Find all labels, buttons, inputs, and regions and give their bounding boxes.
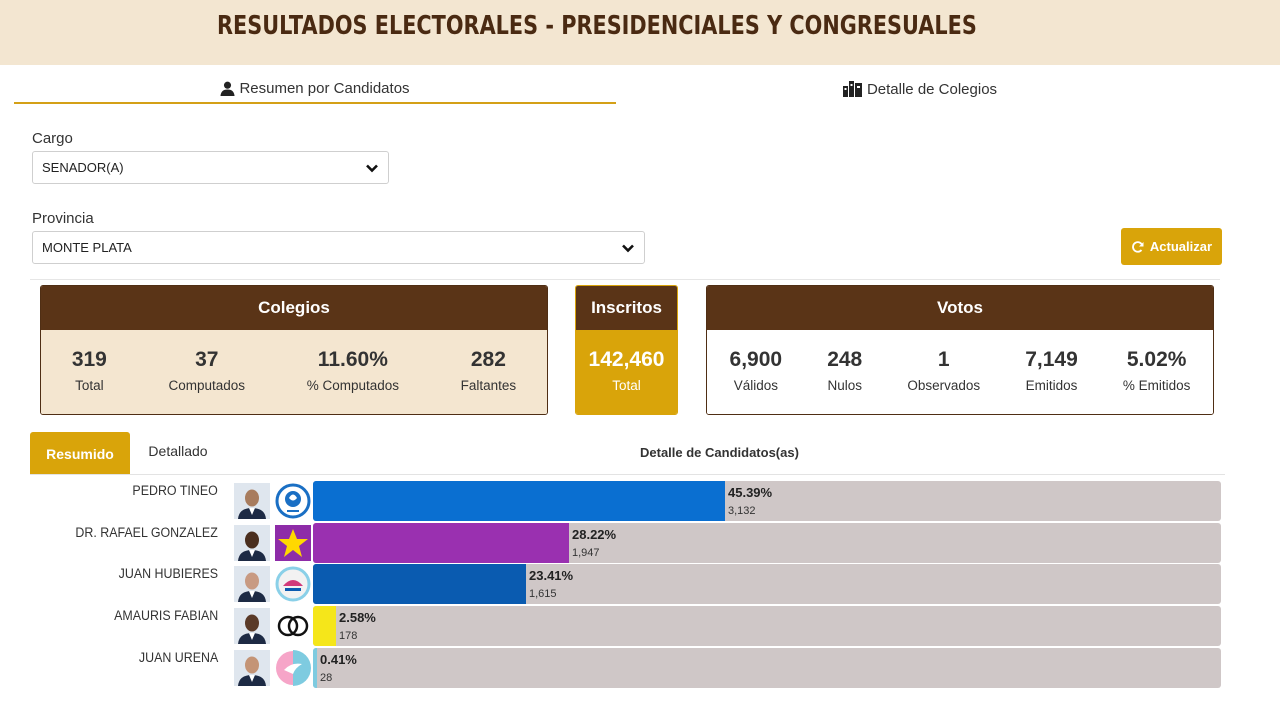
tab-resumido[interactable]: Resumido: [30, 432, 130, 475]
cargo-select[interactable]: SENADOR(A): [32, 151, 389, 184]
star-party-logo-icon: [275, 525, 311, 561]
chevron-down-icon: [366, 164, 378, 173]
user-icon: [220, 81, 235, 96]
candidate-photo: [234, 608, 270, 644]
actualizar-button[interactable]: Actualizar: [1121, 228, 1222, 265]
candidate-photo: [234, 566, 270, 602]
cargo-value: SENADOR(A): [42, 160, 124, 175]
candidate-photo: [234, 650, 270, 686]
result-bar-fill: [313, 606, 336, 646]
tab-label: Detalle de Colegios: [866, 80, 998, 98]
colegios-computados: 37 Computados: [168, 348, 246, 393]
candidate-votes: 178: [339, 630, 358, 642]
candidate-name: JUAN HUBIERES: [118, 566, 218, 581]
result-bar-fill: [313, 481, 725, 521]
votos-validos: 6,900 Válidos: [729, 348, 783, 393]
result-bar-track: [313, 648, 1221, 688]
refresh-icon: [1132, 240, 1144, 253]
candidate-votes: 1,615: [529, 588, 557, 600]
candidate-votes: 3,132: [728, 505, 756, 517]
tab-resumen-por-candidatos[interactable]: Resumen por Candidatos: [14, 74, 616, 104]
page-title: RESULTADOS ELECTORALES - PRESIDENCIALES …: [217, 11, 977, 41]
candidate-name: AMAURIS FABIAN: [113, 608, 218, 623]
actualizar-label: Actualizar: [1149, 239, 1213, 254]
votos-card: Votos 6,900 Válidos 248 Nulos 1 Observados …: [706, 285, 1214, 415]
candidate-row: JUAN URENA 0.41% 28: [0, 648, 1280, 688]
colegios-title: Colegios: [41, 286, 547, 330]
candidate-photo: [234, 483, 270, 519]
chevron-down-icon: [622, 244, 634, 253]
candidate-percent: 0.41%: [320, 652, 357, 667]
provincia-value: MONTE PLATA: [42, 240, 132, 255]
dove-party-logo-icon: [275, 650, 311, 686]
votos-title: Votos: [707, 286, 1213, 330]
candidate-votes: 28: [320, 672, 333, 684]
rings-party-logo-icon: [275, 608, 311, 644]
candidate-row: DR. RAFAEL GONZALEZ 28.22% 1,947: [0, 523, 1280, 563]
candidate-percent: 28.22%: [572, 527, 617, 542]
candidate-name: DR. RAFAEL GONZALEZ: [75, 525, 218, 540]
tab-detalle-de-colegios[interactable]: Detalle de Colegios: [620, 74, 1220, 104]
tab-detallado[interactable]: Detallado: [148, 443, 208, 459]
result-bar-track: [313, 564, 1221, 604]
colegios-faltantes: 282 Faltantes: [460, 348, 517, 393]
result-bar-fill: [313, 523, 569, 563]
result-bar-track: [313, 523, 1221, 563]
colegios-pct-computados: 11.60%% Computados: [306, 348, 399, 393]
provincia-label: Provincia: [32, 210, 94, 227]
candidate-row: AMAURIS FABIAN 2.58% 178: [0, 606, 1280, 646]
inscritos-card: Inscritos 142,460 Total: [575, 285, 678, 415]
building-icon: [842, 81, 862, 97]
inscritos-title: Inscritos: [576, 286, 677, 330]
votos-pct-emitidos: 5.02%% Emitidos: [1122, 348, 1191, 393]
candidate-name: PEDRO TINEO: [132, 483, 218, 498]
inscritos-total: 142,460 Total: [588, 348, 665, 393]
cargo-label: Cargo: [32, 130, 73, 147]
candidate-percent: 2.58%: [339, 610, 376, 625]
result-bar-fill: [313, 648, 317, 688]
candidate-votes: 1,947: [572, 547, 600, 559]
candidate-row: JUAN HUBIERES 23.41% 1,615: [0, 564, 1280, 604]
votos-nulos: 248 Nulos: [827, 348, 863, 393]
result-bar-fill: [313, 564, 526, 604]
votos-emitidos: 7,149 Emitidos: [1025, 348, 1078, 393]
colegios-card: Colegios 319 Total 37 Computados 11.60%% C…: [40, 285, 548, 415]
detalle-candidatos-title: Detalle de Candidatos(as): [640, 445, 799, 460]
tab-label: Resumen por Candidatos: [239, 79, 410, 97]
fp-party-logo-icon: [275, 483, 311, 519]
candidate-row: PEDRO TINEO 45.39% 3,132: [0, 481, 1280, 521]
result-bar-track: [313, 481, 1221, 521]
provincia-select[interactable]: MONTE PLATA: [32, 231, 645, 264]
candidate-percent: 45.39%: [728, 485, 773, 500]
prm-party-logo-icon: [275, 566, 311, 602]
header-banner: RESULTADOS ELECTORALES - PRESIDENCIALES …: [0, 0, 1280, 65]
candidate-name: JUAN URENA: [138, 650, 218, 665]
candidate-percent: 23.41%: [529, 568, 574, 583]
result-bar-track: [313, 606, 1221, 646]
divider: [30, 279, 1220, 280]
colegios-total: 319 Total: [71, 348, 107, 393]
tab-underline: [30, 474, 1225, 475]
candidate-photo: [234, 525, 270, 561]
votos-observados: 1 Observados: [907, 348, 981, 393]
